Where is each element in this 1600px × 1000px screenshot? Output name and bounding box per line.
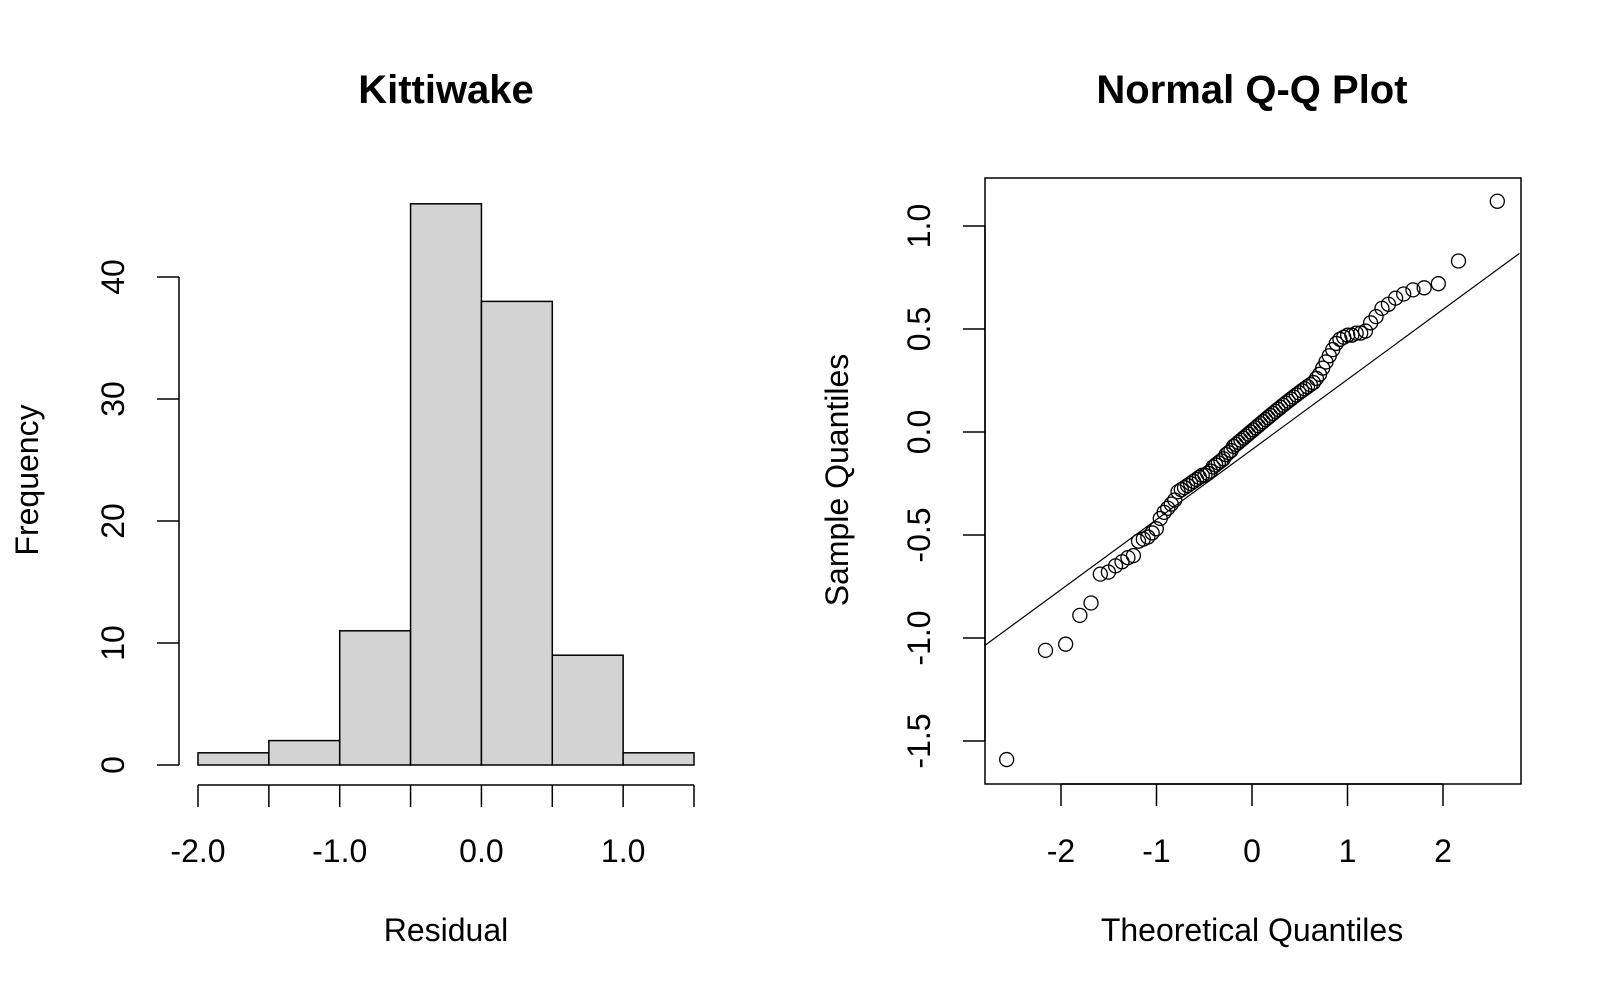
- qq-reference-line-path: [984, 252, 1520, 647]
- histogram-y-axis: 0 10 20 30 40: [95, 259, 180, 774]
- qq-plot-panel: Normal Q-Q Plot -1.5 -1.0 -0.5 0.0 0.5 1.0 -2…: [819, 68, 1522, 948]
- histogram-bar: [480, 300, 554, 766]
- qq-point: [1340, 327, 1356, 343]
- qq-x-tick-label: 2: [1434, 833, 1452, 869]
- qq-point: [1167, 492, 1183, 508]
- qq-reference-line: [984, 252, 1520, 647]
- qq-x-axis: -2 -1 0 1 2: [1047, 783, 1452, 869]
- histogram-y-tick-label: 40: [95, 259, 131, 295]
- histogram-bar: [551, 654, 624, 766]
- histogram-y-tick-label: 20: [95, 503, 131, 539]
- histogram-bar: [268, 739, 341, 766]
- qq-point: [1197, 467, 1213, 483]
- qq-point: [999, 751, 1015, 768]
- qq-point: [1305, 374, 1322, 391]
- qq-point: [1405, 282, 1421, 298]
- qq-x-axis-label: Theoretical Quantiles: [1101, 912, 1403, 948]
- qq-point: [1037, 642, 1054, 659]
- qq-point: [1288, 387, 1304, 403]
- qq-point: [1368, 308, 1384, 325]
- qq-point: [1058, 636, 1074, 652]
- qq-plot-title: Normal Q-Q Plot: [1096, 68, 1407, 112]
- qq-point: [1362, 315, 1379, 331]
- qq-point: [1489, 193, 1505, 209]
- histogram-title: Kittiwake: [358, 68, 534, 112]
- qq-x-tick-label: -2: [1047, 833, 1075, 869]
- qq-point: [1302, 376, 1319, 393]
- qq-point: [1163, 496, 1179, 512]
- qq-point: [1450, 253, 1467, 269]
- qq-point: [1148, 521, 1164, 537]
- qq-point: [1125, 547, 1142, 564]
- histogram-y-tick-label: 10: [95, 625, 131, 661]
- histogram-x-tick-label: -2.0: [170, 833, 225, 869]
- qq-point: [1267, 403, 1284, 420]
- qq-point: [1387, 290, 1404, 306]
- histogram-bar: [338, 630, 412, 766]
- histogram-x-axis: -2.0 -1.0 0.0 1.0: [170, 784, 695, 869]
- histogram-y-tick-label: 30: [95, 381, 131, 417]
- qq-point: [1275, 397, 1291, 413]
- qq-y-tick-label: 0.0: [901, 410, 937, 454]
- qq-point: [1308, 370, 1325, 387]
- qq-y-tick-label: -1.0: [901, 610, 937, 665]
- qq-point: [1083, 595, 1099, 611]
- qq-point: [1208, 457, 1224, 473]
- qq-point: [1283, 391, 1299, 407]
- qq-point: [1430, 276, 1446, 292]
- qq-plot-frame: [984, 177, 1522, 785]
- qq-y-tick-label: 1.0: [901, 204, 937, 248]
- qq-x-tick-label: -1: [1142, 833, 1170, 869]
- histogram-bar: [409, 203, 483, 766]
- qq-points: [999, 193, 1505, 768]
- qq-point: [1416, 280, 1432, 296]
- histogram-y-tick-label: 0: [95, 756, 131, 774]
- qq-point: [1092, 566, 1108, 582]
- qq-point: [1348, 325, 1364, 341]
- qq-y-axis-label: Sample Quantiles: [819, 354, 855, 607]
- histogram-bars: [197, 203, 695, 766]
- qq-point: [1272, 399, 1289, 415]
- histogram-x-axis-label: Residual: [384, 912, 509, 948]
- qq-point: [1210, 455, 1226, 471]
- qq-point: [1270, 401, 1286, 417]
- histogram-y-axis-label: Frequency: [9, 404, 45, 555]
- qq-point: [1205, 459, 1221, 475]
- histogram-bar: [622, 752, 695, 766]
- qq-point: [1140, 529, 1156, 545]
- histogram-x-tick-label: -1.0: [312, 833, 367, 869]
- qq-y-axis: -1.5 -1.0 -0.5 0.0 0.5 1.0: [901, 204, 986, 769]
- qq-y-tick-label: -0.5: [901, 507, 937, 562]
- qq-point: [1278, 395, 1294, 411]
- qq-point: [1144, 525, 1160, 541]
- qq-point: [1280, 393, 1296, 409]
- histogram-bar: [197, 752, 270, 766]
- histogram-x-tick-label: 0.0: [459, 833, 503, 869]
- qq-point: [1396, 286, 1412, 302]
- qq-point: [1357, 323, 1374, 339]
- qq-x-tick-label: 1: [1339, 833, 1357, 869]
- qq-y-tick-label: -1.5: [901, 713, 937, 768]
- qq-y-tick-label: 0.5: [901, 307, 937, 351]
- histogram-panel: Kittiwake 0 10 20 30 40 -2.0 -1.0 0.0 1.0 Resid…: [9, 68, 695, 948]
- qq-point: [1291, 385, 1307, 401]
- qq-x-tick-label: 0: [1243, 833, 1261, 869]
- histogram-x-tick-label: 1.0: [601, 833, 645, 869]
- qq-point: [1285, 389, 1302, 405]
- qq-point: [1072, 607, 1088, 623]
